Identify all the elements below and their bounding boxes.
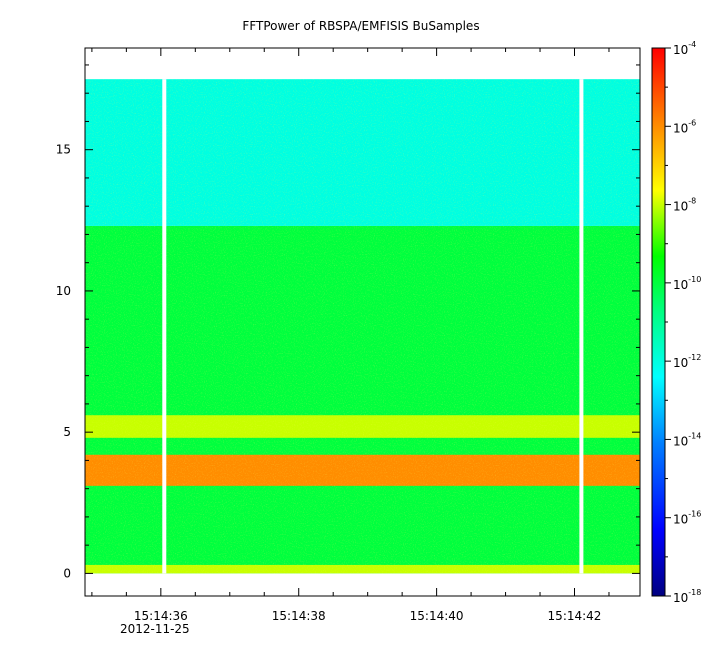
plot-frame [84,47,641,597]
chart-title: FFTPower of RBSPA/EMFISIS BuSamples [242,19,479,33]
colorbar: 10-4 10-6 10-8 10-10 10-12 10-14 10-16 10-18 [651,40,701,605]
colorbar-tick-label: 10-4 [673,40,696,57]
colorbar-tick-label: 10-14 [673,431,701,448]
y-tick-label: 5 [63,425,71,439]
colorbar-tick-label: 10-10 [673,275,701,292]
y-tick-label: 15 [56,143,71,157]
data-gap [162,79,167,574]
x-tick-label: 15:14:38 [272,609,326,623]
y-axis: 0 5 10 15 [56,64,640,580]
colorbar-tick-label: 10-16 [673,510,701,527]
colorbar-tick-label: 10-6 [673,118,696,135]
x-tick-label: 15:14:36 [134,609,188,623]
colorbar-tick-label: 10-8 [673,197,696,214]
colorbar-gradient [651,47,666,597]
spectrogram-heatmap [85,79,640,574]
noise-texture [85,79,640,574]
x-tick-label: 15:14:40 [410,609,464,623]
data-gap [579,79,584,574]
x-tick-label: 15:14:42 [548,609,602,623]
colorbar-tick-label: 10-12 [673,353,701,370]
x-axis-date-label: 2012-11-25 [120,622,190,636]
y-tick-label: 0 [63,566,71,580]
y-tick-label: 10 [56,284,71,298]
x-axis: 15:14:36 15:14:38 15:14:40 15:14:42 [91,48,610,623]
colorbar-tick-label: 10-18 [673,588,701,605]
